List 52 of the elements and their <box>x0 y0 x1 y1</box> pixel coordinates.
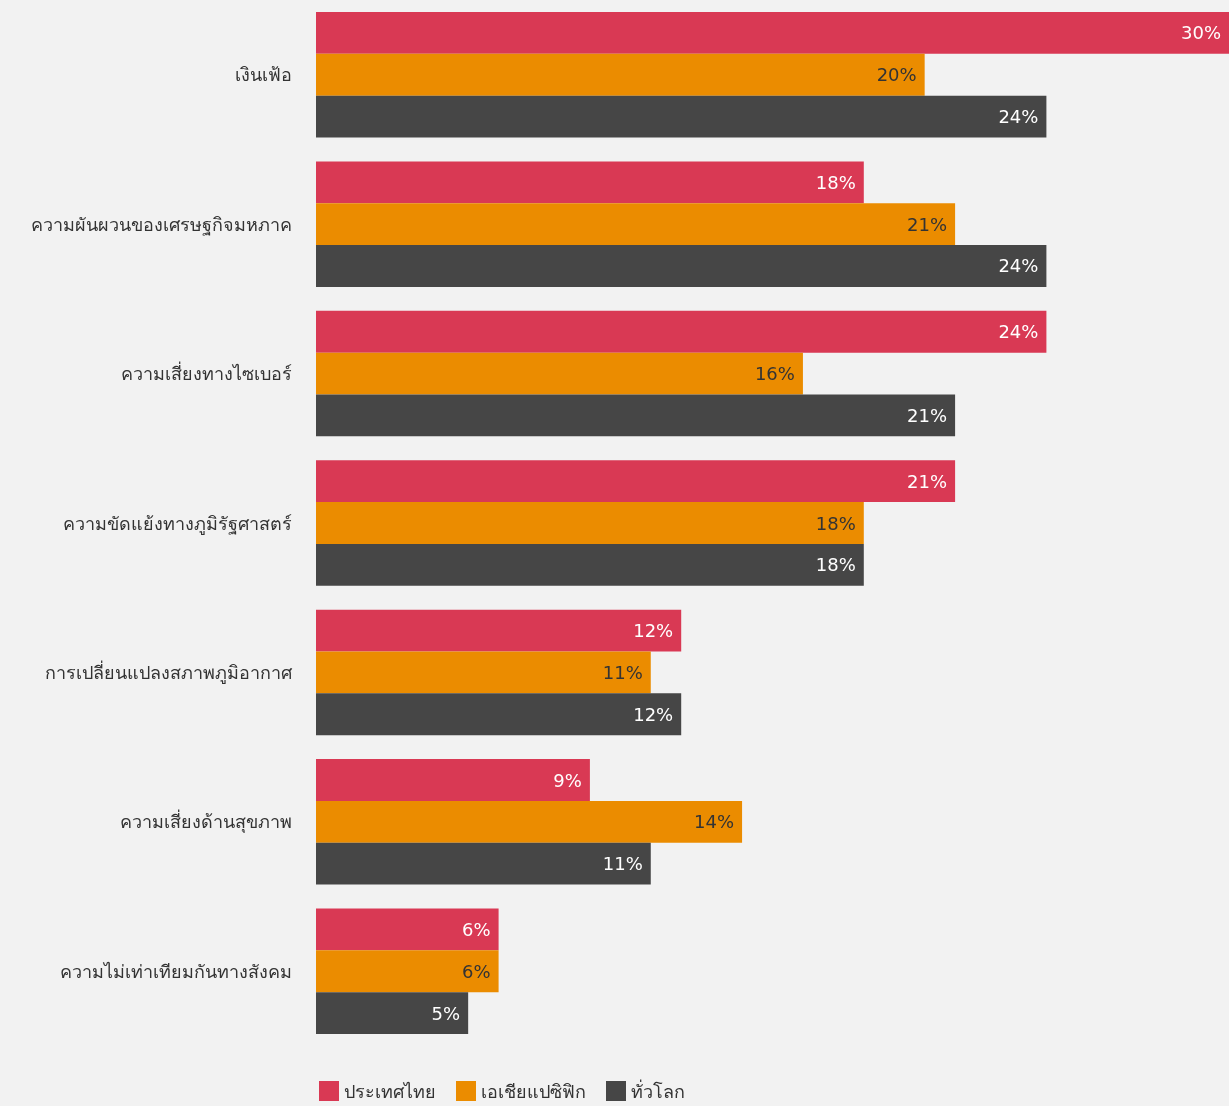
data-label: 24% <box>998 255 1039 277</box>
bar <box>316 394 956 437</box>
bar <box>316 950 499 993</box>
data-label: 18% <box>815 554 856 576</box>
data-label: 11% <box>602 661 643 683</box>
y-tick-label: ความขัดแย้งทางภูมิรัฐศาสตร์ <box>63 512 292 535</box>
bar <box>316 842 651 885</box>
bar <box>316 161 864 204</box>
legend-label: ทั่วโลก <box>631 1078 685 1102</box>
data-label: 11% <box>602 853 643 875</box>
legend-label: เอเชียแปซิฟิก <box>481 1080 586 1102</box>
data-label: 18% <box>815 171 856 193</box>
data-label: 21% <box>907 470 948 492</box>
data-label: 24% <box>998 106 1039 128</box>
bar <box>316 460 956 503</box>
bar <box>316 53 925 96</box>
bar <box>316 95 1047 138</box>
y-tick-label: ความไม่เท่าเทียมกันทางสังคม <box>60 960 292 982</box>
bar <box>316 11 1229 54</box>
bar <box>316 759 590 801</box>
bar <box>316 908 499 951</box>
data-label: 16% <box>754 363 795 385</box>
data-label: 20% <box>876 64 917 86</box>
data-label: 14% <box>694 811 735 833</box>
bar <box>316 609 682 652</box>
y-tick-label: ความเสี่ยงด้านสุขภาพ <box>120 809 292 834</box>
legend-label: ประเทศไทย <box>344 1080 436 1102</box>
data-label: 12% <box>633 620 674 642</box>
data-label: 24% <box>998 321 1039 343</box>
bar <box>316 693 682 736</box>
data-label: 21% <box>907 404 948 426</box>
data-label: 9% <box>553 769 582 791</box>
bar <box>316 651 651 694</box>
bar <box>316 543 864 586</box>
y-tick-label: การเปลี่ยนแปลงสภาพภูมิอากาศ <box>45 659 293 684</box>
bar <box>316 800 743 843</box>
bar <box>316 245 1047 287</box>
data-label: 6% <box>462 918 491 940</box>
bar <box>316 203 956 246</box>
data-label: 6% <box>462 960 491 982</box>
y-tick-label: ความเสี่ยงทางไซเบอร์ <box>121 361 292 385</box>
data-label: 12% <box>633 703 674 725</box>
data-label: 21% <box>907 213 948 235</box>
data-label: 18% <box>815 512 856 534</box>
y-tick-label: เงินเฟ้อ <box>235 64 292 86</box>
bar <box>316 992 469 1035</box>
bar <box>316 502 864 544</box>
bar <box>316 352 803 395</box>
y-tick-label: ความผันผวนของเศรษฐกิจมหภาค <box>31 213 292 236</box>
data-label: 5% <box>431 1002 461 1024</box>
bar <box>316 310 1047 353</box>
data-label: 30% <box>1180 22 1221 44</box>
